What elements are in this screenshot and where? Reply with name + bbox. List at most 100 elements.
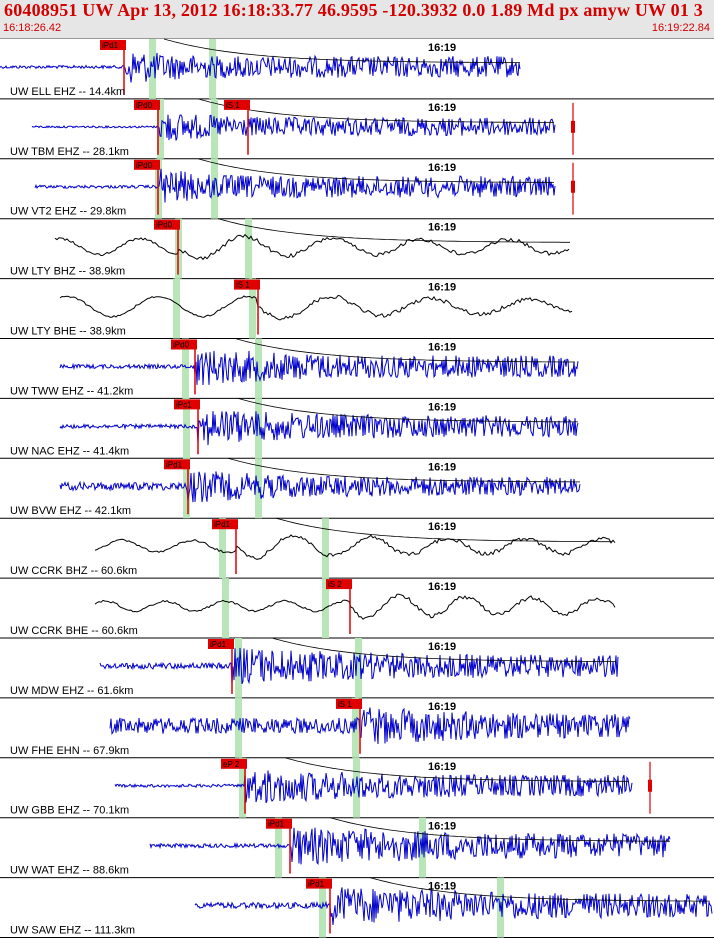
coda-fit-curve bbox=[163, 38, 520, 63]
phase-pick-flag[interactable] bbox=[174, 399, 200, 410]
phase-pick-flag[interactable] bbox=[234, 279, 260, 290]
waveform bbox=[0, 52, 521, 83]
phase-pick-label: iPd0 bbox=[136, 101, 153, 110]
phase-pick-label: iPd0 bbox=[173, 341, 190, 350]
phase-pick-label: iS 2 bbox=[328, 580, 342, 589]
phase-pick-flag[interactable] bbox=[208, 639, 234, 649]
waveform bbox=[109, 707, 631, 745]
channel-label: UW NAC EHZ -- 41.4km bbox=[10, 445, 129, 457]
coda-end-block bbox=[648, 779, 652, 792]
coda-window-marker bbox=[211, 98, 218, 159]
phase-pick-label: iPd1 bbox=[210, 640, 227, 649]
waveform bbox=[149, 827, 671, 866]
coda-fit-curve bbox=[271, 637, 617, 662]
trace-row[interactable]: 16:19 iS 2 UW CCRK BHE -- 60.6km bbox=[0, 578, 714, 639]
phase-pick-flag[interactable] bbox=[100, 40, 126, 50]
trace-row[interactable]: 16:19 iS 1 UW LTY BHE -- 38.9km bbox=[0, 278, 714, 339]
waveform bbox=[94, 593, 616, 620]
minute-tick-label: 16:19 bbox=[428, 102, 456, 114]
coda-window-marker bbox=[183, 398, 190, 459]
trace-row[interactable]: 16:19 eP 2 UW GBB EHZ -- 70.1km bbox=[0, 757, 714, 819]
phase-pick-flag[interactable] bbox=[154, 219, 180, 230]
channel-label: UW WAT EHZ -- 88.6km bbox=[10, 865, 129, 877]
phase-pick-flag[interactable] bbox=[164, 459, 190, 470]
waveform bbox=[59, 471, 581, 503]
phase-pick-flag[interactable] bbox=[336, 698, 362, 709]
minute-tick-label: 16:19 bbox=[428, 282, 456, 294]
minute-tick-label: 16:19 bbox=[428, 821, 456, 833]
coda-fit-curve bbox=[197, 98, 554, 123]
coda-fit-curve bbox=[369, 877, 710, 902]
phase-pick-label: iPd1 bbox=[166, 460, 183, 469]
minute-tick-label: 16:19 bbox=[428, 641, 456, 653]
coda-window-marker bbox=[209, 39, 216, 99]
coda-window-marker bbox=[173, 278, 180, 339]
window-end-time: 16:19:22.84 bbox=[651, 22, 710, 34]
trace-row[interactable]: 16:19 iPd1 UW MDW EHZ -- 61.6km bbox=[0, 637, 714, 699]
phase-pick-label: iPd1 bbox=[102, 41, 119, 50]
trace-row[interactable]: 16:19 iPc1 UW NAC EHZ -- 41.4km bbox=[0, 397, 714, 459]
channel-label: UW CCRK BHE -- 60.6km bbox=[10, 625, 138, 637]
channel-label: UW ELL EHZ -- 14.4km bbox=[10, 86, 125, 98]
channel-label: UW LTY BHE -- 38.9km bbox=[10, 326, 126, 338]
phase-pick-label: iS 1 bbox=[338, 700, 352, 709]
waveform bbox=[99, 647, 619, 685]
trace-row[interactable]: 16:19 iPd1 UW ELL EHZ -- 14.4km bbox=[0, 38, 714, 100]
minute-tick-label: 16:19 bbox=[428, 162, 456, 174]
coda-window-marker bbox=[219, 518, 226, 579]
coda-window-marker bbox=[182, 338, 189, 399]
trace-row[interactable]: 16:19 iPd0 UW LTY BHZ -- 38.9km bbox=[0, 218, 714, 280]
event-title: 60408951 UW Apr 13, 2012 16:18:33.77 46.… bbox=[4, 0, 703, 20]
phase-pick-flag[interactable] bbox=[134, 159, 160, 170]
coda-window-marker bbox=[245, 218, 252, 279]
coda-window-marker bbox=[322, 518, 329, 579]
coda-window-marker bbox=[355, 638, 362, 698]
coda-fit-curve bbox=[217, 218, 570, 243]
channel-label: UW SAW EHZ -- 111.3km bbox=[10, 925, 135, 937]
trace-row[interactable]: 16:19 iPd1 UW BVW EHZ -- 42.1km bbox=[0, 457, 714, 519]
minute-tick-label: 16:19 bbox=[428, 881, 456, 893]
trace-row[interactable]: 16:19 iPd1 UW SAW EHZ -- 111.3km bbox=[0, 877, 714, 938]
phase-pick-flag[interactable] bbox=[326, 579, 352, 590]
minute-tick-label: 16:19 bbox=[428, 342, 456, 354]
phase-pick-label: iPc1 bbox=[176, 400, 192, 409]
channel-label: UW LTY BHZ -- 38.9km bbox=[10, 266, 125, 278]
phase-pick-flag[interactable] bbox=[224, 99, 250, 110]
coda-window-marker bbox=[157, 98, 164, 159]
coda-window-marker bbox=[239, 757, 246, 818]
coda-fit-curve bbox=[197, 158, 554, 183]
coda-fit-curve bbox=[227, 457, 580, 483]
channel-label: UW CCRK BHZ -- 60.6km bbox=[10, 565, 137, 577]
phase-pick-label: eP 2 bbox=[223, 760, 240, 769]
coda-fit-curve bbox=[284, 757, 630, 782]
window-start-time: 16:18:26.42 bbox=[3, 22, 62, 34]
phase-pick-flag[interactable] bbox=[306, 878, 332, 889]
phase-pick-flag[interactable] bbox=[266, 818, 292, 829]
trace-row[interactable]: 16:19 iPd0 UW TWW EHZ -- 41.2km bbox=[0, 338, 714, 399]
minute-tick-label: 16:19 bbox=[428, 521, 456, 533]
phase-pick-label: iPd0 bbox=[156, 221, 173, 230]
coda-window-marker bbox=[222, 578, 229, 638]
phase-pick-flag[interactable] bbox=[134, 99, 160, 110]
trace-row[interactable]: 16:19 iPd0 UW VT2 EHZ -- 29.8km bbox=[0, 158, 714, 220]
trace-row[interactable]: 16:19 iS 1 UW FHE EHN -- 67.9km bbox=[0, 697, 714, 759]
channel-label: UW TWW EHZ -- 41.2km bbox=[10, 385, 133, 397]
trace-row[interactable]: 16:19 iPd1 UW CCRK BHZ -- 60.6km bbox=[0, 517, 714, 579]
waveform bbox=[54, 233, 570, 261]
phase-pick-flag[interactable] bbox=[221, 758, 247, 769]
minute-tick-label: 16:19 bbox=[428, 461, 456, 473]
coda-window-marker bbox=[255, 338, 262, 399]
minute-tick-label: 16:19 bbox=[428, 701, 456, 713]
waveform bbox=[114, 770, 633, 804]
phase-pick-label: iS 1 bbox=[236, 281, 250, 290]
trace-row[interactable]: 16:19 iPd1 UW WAT EHZ -- 88.6km bbox=[0, 817, 714, 879]
waveform bbox=[194, 887, 713, 925]
waveform bbox=[59, 294, 573, 321]
phase-pick-flag[interactable] bbox=[171, 339, 197, 350]
phase-pick-flag[interactable] bbox=[212, 519, 238, 530]
channel-label: UW BVW EHZ -- 42.1km bbox=[10, 505, 131, 517]
trace-row[interactable]: 16:19 iPd0 iS 1 UW TBM EHZ -- 28.1km bbox=[0, 98, 714, 160]
waveform bbox=[94, 534, 616, 560]
waveform bbox=[34, 168, 556, 203]
